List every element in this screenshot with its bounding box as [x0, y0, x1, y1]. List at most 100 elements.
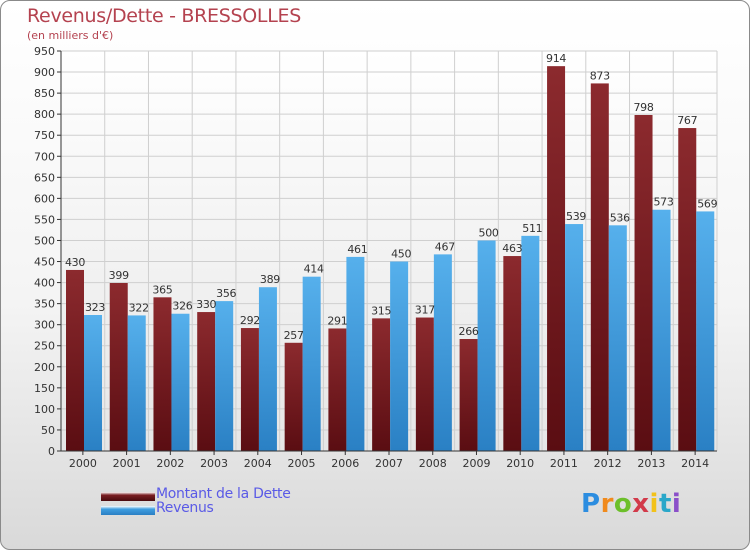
y-tick-label: 0 — [48, 445, 55, 458]
y-tick-label: 200 — [34, 361, 55, 374]
data-label-revenue: 536 — [610, 211, 630, 224]
data-label-debt: 463 — [502, 242, 522, 255]
bar-revenue — [433, 254, 452, 451]
y-tick-label: 700 — [34, 150, 55, 163]
data-label-debt: 399 — [109, 269, 129, 282]
y-tick-label: 100 — [34, 403, 55, 416]
y-tick-label: 950 — [34, 45, 55, 58]
data-label-debt: 317 — [415, 304, 435, 317]
x-tick-label: 2001 — [113, 457, 141, 470]
bar-debt — [153, 297, 172, 451]
data-label-debt: 257 — [284, 329, 304, 342]
data-label-debt: 330 — [196, 298, 216, 311]
bar-revenue — [346, 256, 365, 451]
y-tick-label: 250 — [34, 340, 55, 353]
x-tick-label: 2002 — [156, 457, 184, 470]
x-tick-label: 2013 — [637, 457, 665, 470]
data-label-revenue: 569 — [697, 197, 717, 210]
y-tick-label: 600 — [34, 192, 55, 205]
data-label-revenue: 326 — [172, 300, 192, 313]
bar-debt — [240, 328, 259, 451]
y-tick-label: 350 — [34, 298, 55, 311]
bar-debt — [328, 328, 347, 451]
bar-debt — [459, 339, 478, 451]
data-label-revenue: 461 — [347, 243, 367, 256]
y-tick-label: 50 — [41, 424, 55, 437]
bar-debt — [109, 283, 128, 451]
data-label-debt: 873 — [590, 69, 610, 82]
bar-debt — [415, 317, 434, 451]
x-tick-label: 2010 — [506, 457, 534, 470]
data-label-revenue: 573 — [653, 196, 673, 209]
y-tick-label: 300 — [34, 319, 55, 332]
logo-letter: i — [671, 489, 682, 519]
y-tick-label: 800 — [34, 108, 55, 121]
data-label-debt: 767 — [677, 114, 697, 127]
bar-revenue — [521, 235, 540, 451]
bar-revenue — [127, 315, 146, 451]
x-tick-label: 2000 — [69, 457, 97, 470]
data-label-debt: 914 — [546, 52, 566, 65]
x-tick-label: 2011 — [550, 457, 578, 470]
data-label-revenue: 389 — [260, 273, 280, 286]
data-label-debt: 315 — [371, 304, 391, 317]
bar-debt — [678, 128, 697, 451]
logo-letter: P — [581, 489, 601, 519]
x-tick-label: 2004 — [244, 457, 272, 470]
x-tick-label: 2008 — [419, 457, 447, 470]
data-label-revenue: 539 — [566, 210, 586, 223]
y-tick-label: 550 — [34, 213, 55, 226]
bar-revenue — [215, 301, 234, 451]
data-label-debt: 430 — [65, 256, 85, 269]
x-tick-label: 2009 — [462, 457, 490, 470]
y-tick-label: 400 — [34, 277, 55, 290]
data-label-revenue: 500 — [479, 226, 499, 239]
chart-title: Revenus/Dette - BRESSOLLES — [27, 5, 301, 27]
y-tick-label: 650 — [34, 171, 55, 184]
bar-debt — [634, 115, 653, 451]
x-tick-label: 2003 — [200, 457, 228, 470]
bar-revenue — [696, 211, 715, 451]
logo-letter: i — [649, 489, 659, 519]
bar-revenue — [652, 209, 671, 451]
bar-debt — [503, 256, 522, 451]
y-tick-label: 750 — [34, 129, 55, 142]
y-tick-label: 150 — [34, 382, 55, 395]
y-tick-label: 900 — [34, 66, 55, 79]
bar-debt — [66, 269, 84, 451]
legend-swatch-revenue — [101, 506, 155, 515]
bar-revenue — [258, 287, 277, 451]
data-label-revenue: 511 — [522, 222, 542, 235]
y-tick-label: 500 — [34, 234, 55, 247]
legend-label-debt: Montant de la Dette — [156, 486, 291, 502]
bar-revenue — [171, 313, 190, 451]
bar-debt — [284, 342, 303, 451]
bar-revenue — [302, 276, 321, 451]
chart-subtitle: (en milliers d'€) — [27, 29, 114, 42]
logo-letter: x — [632, 489, 650, 519]
logo-letter: o — [613, 489, 633, 519]
data-label-debt: 365 — [152, 283, 172, 296]
bar-debt — [197, 312, 216, 451]
logo-letter: r — [600, 489, 614, 519]
bar-debt — [547, 66, 566, 451]
bar-debt — [590, 83, 609, 451]
data-label-revenue: 450 — [391, 248, 411, 261]
data-label-debt: 292 — [240, 314, 260, 327]
data-label-debt: 266 — [459, 325, 479, 338]
data-label-debt: 291 — [327, 314, 347, 327]
bar-revenue — [608, 225, 627, 451]
x-tick-label: 2005 — [288, 457, 316, 470]
data-label-debt: 798 — [633, 101, 653, 114]
bar-revenue — [477, 240, 496, 451]
x-tick-label: 2012 — [594, 457, 622, 470]
legend-label-revenue: Revenus — [156, 500, 214, 516]
data-label-revenue: 356 — [216, 287, 236, 300]
legend-swatch-debt — [101, 492, 155, 501]
axes: 0 50 100 150 200 250 300 350 400 450 500 550 600 650 7… — [34, 45, 717, 470]
bars — [66, 66, 715, 451]
y-tick-label: 850 — [34, 87, 55, 100]
bar-revenue — [390, 261, 409, 451]
